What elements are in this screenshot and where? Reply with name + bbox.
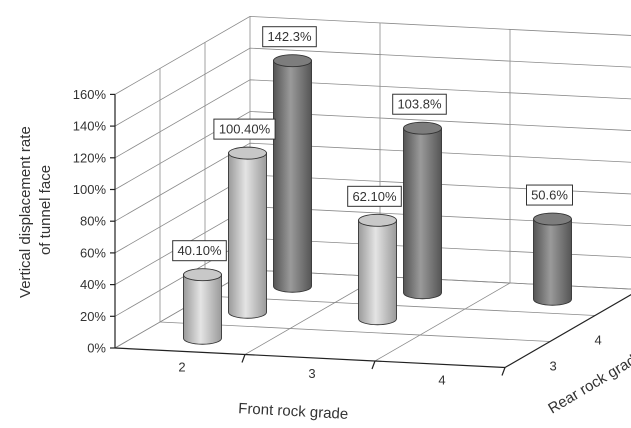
y-gridline (114, 15, 631, 95)
y-gridline (114, 111, 631, 190)
z-gridline-floor (159, 321, 551, 342)
y-tick-label: 100% (73, 182, 107, 197)
chart-data-labels: 142.3% 103.8% 50.6% 100.40% 62.10% 40.10% (172, 26, 573, 262)
bar-top (403, 121, 442, 135)
y-tick-label: 20% (80, 309, 106, 324)
x-tick-mark (501, 367, 506, 376)
data-label: 50.6% (531, 188, 568, 203)
y-gridline (114, 142, 631, 222)
bar-cylinder (273, 54, 312, 293)
bar-cylinder (403, 121, 442, 300)
bar-body (358, 219, 397, 326)
y-tick-label: 40% (80, 277, 106, 292)
bar-cylinder (228, 146, 267, 319)
x-tick-label: 2 (178, 359, 185, 374)
x-tick-label: 4 (438, 372, 445, 387)
data-label-box (262, 26, 317, 48)
data-label-box (392, 93, 447, 115)
data-label-box (213, 118, 276, 140)
chart-axes: 0%20%40%60%80%100%120%140%160%234345 (73, 87, 631, 387)
y-tick-label: 120% (73, 150, 107, 165)
y-gridline (114, 47, 631, 127)
x-tick-mark (371, 360, 376, 370)
bar-top (273, 54, 312, 68)
y-axis-title-line-2: of tunnel face (37, 165, 54, 255)
x-gridline-floor (244, 276, 381, 355)
x-gridline-floor (374, 282, 511, 362)
y-tick-label: 0% (87, 341, 106, 356)
bar-top (358, 213, 397, 227)
data-label-box (526, 184, 573, 206)
bar-cylinder (533, 212, 572, 306)
data-label: 100.40% (219, 122, 271, 137)
bar-body (183, 274, 222, 345)
z-gridline-floor (204, 295, 596, 316)
y-tick-label: 60% (80, 245, 106, 260)
data-label-box (172, 240, 227, 262)
data-label: 103.8% (397, 97, 442, 112)
data-label: 142.3% (267, 29, 312, 44)
x-axis-title: Front rock grade (238, 400, 349, 423)
y-tick-label: 160% (73, 87, 107, 102)
x-axis-line (114, 347, 506, 369)
y-axis-title: Vertical displacement rate of tunnel fac… (17, 122, 54, 298)
bar-top (183, 268, 222, 282)
z-tick-label: 3 (550, 359, 557, 374)
y-tick-label: 140% (73, 119, 107, 134)
bar-top (533, 212, 572, 226)
bar-cylinder (183, 268, 222, 345)
bar-body (403, 127, 442, 300)
data-label: 40.10% (177, 243, 222, 258)
bar-body (273, 60, 312, 293)
bar-cylinder (358, 213, 397, 326)
bar-body (533, 218, 572, 306)
bar-top (228, 146, 267, 160)
y-axis-title-line-1: Vertical displacement rate (17, 126, 34, 298)
z-axis-title: Rear rock grade (545, 347, 631, 417)
z-axis-line (504, 294, 631, 369)
chart-bars (183, 54, 572, 345)
data-label: 62.10% (352, 189, 397, 204)
y-tick-label: 80% (80, 214, 106, 229)
z-tick-label: 4 (595, 333, 602, 348)
x-tick-label: 3 (308, 366, 315, 381)
x-tick-mark (241, 354, 246, 363)
y-gridline (114, 79, 631, 159)
bar-body (228, 152, 267, 319)
data-label-box (347, 185, 402, 207)
